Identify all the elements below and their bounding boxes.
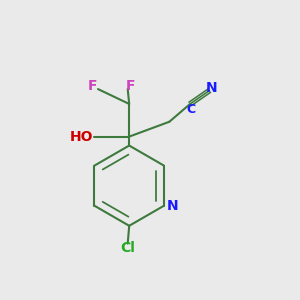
Text: F: F [126,79,135,93]
Text: C: C [186,103,195,116]
Text: N: N [206,81,218,95]
Text: N: N [167,199,178,213]
Text: F: F [87,79,97,93]
Text: HO: HO [70,130,93,144]
Text: Cl: Cl [120,241,135,255]
